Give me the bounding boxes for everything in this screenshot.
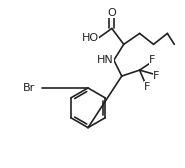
Text: O: O (107, 8, 116, 18)
Text: HO: HO (81, 33, 99, 43)
Text: F: F (149, 55, 156, 65)
Text: Br: Br (22, 83, 35, 93)
Text: HN: HN (97, 55, 113, 65)
Text: F: F (144, 82, 151, 92)
Text: F: F (153, 71, 160, 81)
